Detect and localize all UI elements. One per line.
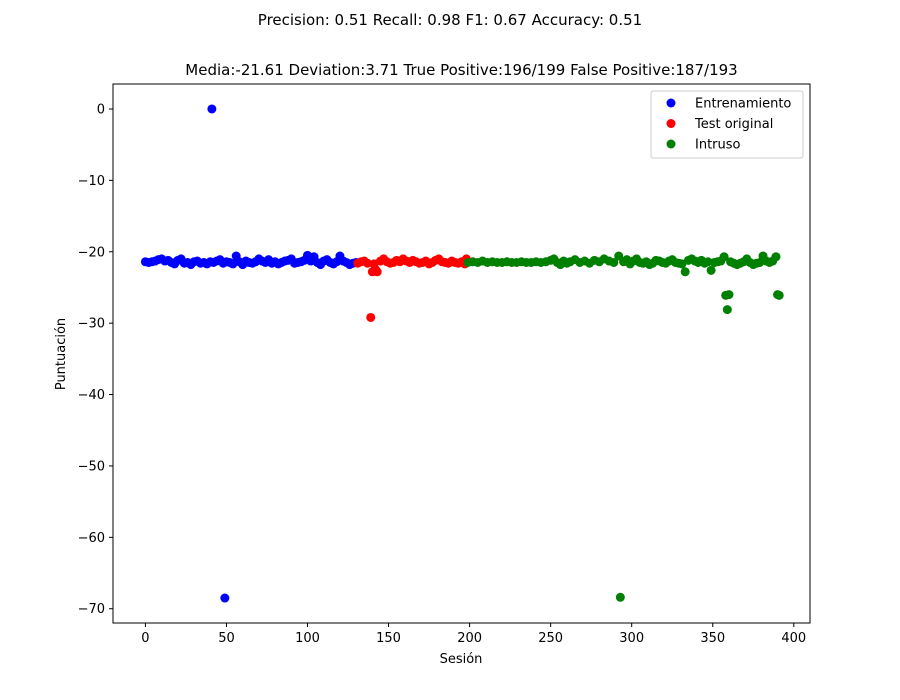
data-point bbox=[771, 252, 781, 262]
y-tick-label: −30 bbox=[78, 317, 105, 332]
y-tick-label: −10 bbox=[78, 174, 105, 189]
legend: Entrenamiento Test original Intruso bbox=[650, 90, 804, 159]
series-1 bbox=[140, 104, 361, 603]
series-2 bbox=[353, 254, 471, 322]
y-tick-label: 0 bbox=[97, 102, 105, 117]
y-tick-label: −60 bbox=[78, 531, 105, 546]
figure-suptitle: Precision: 0.51 Recall: 0.98 F1: 0.67 Ac… bbox=[257, 11, 643, 29]
chart-title: Media:-21.61 Deviation:3.71 True Positiv… bbox=[185, 61, 738, 79]
y-tick-label: −50 bbox=[78, 459, 105, 474]
x-axis-label: Sesión bbox=[440, 652, 483, 667]
x-tick-label: 0 bbox=[141, 631, 149, 646]
data-point bbox=[609, 257, 619, 267]
y-tick-label: −70 bbox=[78, 602, 105, 617]
legend-marker bbox=[666, 139, 676, 149]
data-point bbox=[680, 267, 690, 277]
data-points bbox=[140, 104, 784, 603]
data-point bbox=[220, 593, 230, 603]
x-tick-label: 400 bbox=[781, 631, 806, 646]
x-tick-label: 100 bbox=[295, 631, 320, 646]
x-tick-label: 50 bbox=[218, 631, 235, 646]
y-tick-label: −40 bbox=[78, 388, 105, 403]
legend-entry: Intruso bbox=[695, 138, 741, 153]
x-tick-label: 250 bbox=[538, 631, 563, 646]
x-axis: 0 50 100 150 200 250 300 350 400 bbox=[141, 623, 806, 646]
data-point bbox=[372, 267, 382, 277]
x-tick-label: 200 bbox=[457, 631, 482, 646]
y-axis-label: Puntuación bbox=[54, 318, 69, 390]
data-point bbox=[722, 305, 732, 315]
data-point bbox=[362, 258, 372, 268]
data-point bbox=[703, 257, 713, 267]
legend-entry: Test original bbox=[694, 117, 773, 132]
y-axis: 0 −10 −20 −30 −40 −50 −60 −70 bbox=[78, 102, 113, 617]
data-point bbox=[207, 104, 217, 114]
legend-entry: Entrenamiento bbox=[695, 97, 791, 112]
data-point bbox=[366, 312, 376, 322]
y-tick-label: −20 bbox=[78, 245, 105, 260]
x-tick-label: 150 bbox=[376, 631, 401, 646]
x-tick-label: 350 bbox=[700, 631, 725, 646]
data-point bbox=[615, 592, 625, 602]
x-tick-label: 300 bbox=[619, 631, 644, 646]
data-point bbox=[774, 290, 784, 300]
legend-marker bbox=[666, 119, 676, 128]
legend-marker bbox=[666, 98, 676, 108]
data-point bbox=[706, 265, 716, 275]
plot-frame bbox=[112, 83, 811, 624]
data-point bbox=[724, 290, 734, 300]
data-point bbox=[719, 252, 729, 262]
series-3 bbox=[463, 251, 784, 602]
legend-frame bbox=[650, 90, 804, 159]
